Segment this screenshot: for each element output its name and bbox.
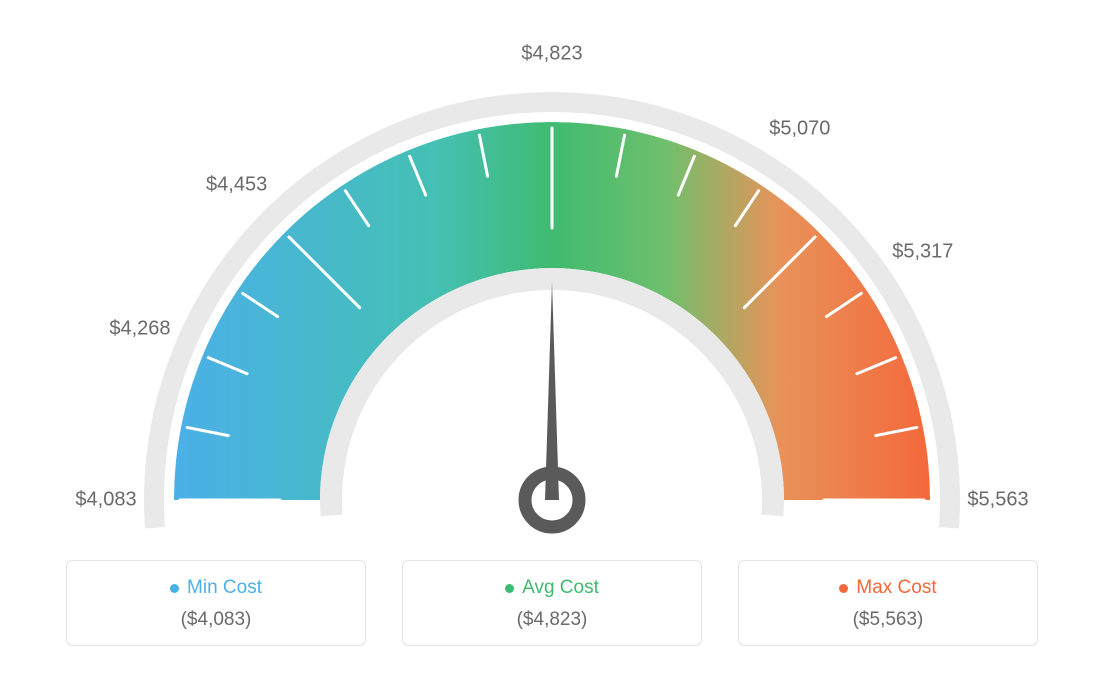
legend-dot-icon (505, 584, 514, 593)
legend-dot-icon (170, 584, 179, 593)
gauge-tick-label: $4,453 (206, 173, 267, 196)
gauge-tick-label: $4,823 (521, 43, 582, 66)
legend-card-min: Min Cost ($4,083) (66, 560, 366, 646)
legend-label: Avg Cost (522, 577, 599, 599)
gauge-tick-label: $4,083 (75, 489, 136, 512)
legend-card-max: Max Cost ($5,563) (738, 560, 1038, 646)
legend-value: ($5,563) (853, 609, 924, 631)
legend-label: Min Cost (187, 577, 262, 599)
legend-value: ($4,823) (517, 609, 588, 631)
legend-value: ($4,083) (181, 609, 252, 631)
legend-dot-icon (839, 584, 848, 593)
legend-title: Min Cost (170, 577, 262, 599)
legend-title: Max Cost (839, 577, 936, 599)
legend-label: Max Cost (856, 577, 936, 599)
gauge-tick-label: $5,317 (892, 241, 953, 264)
gauge-tick-label: $4,268 (109, 318, 170, 341)
legend-title: Avg Cost (505, 577, 599, 599)
legend-card-avg: Avg Cost ($4,823) (402, 560, 702, 646)
legend-row: Min Cost ($4,083) Avg Cost ($4,823) Max … (66, 560, 1038, 646)
gauge-tick-label: $5,070 (769, 118, 830, 141)
gauge-tick-label: $5,563 (967, 489, 1028, 512)
gauge-chart: $4,083 $4,268 $4,453 $4,823 $5,070 $5,317 $5,5… (52, 10, 1052, 550)
gauge-svg (52, 10, 1052, 550)
